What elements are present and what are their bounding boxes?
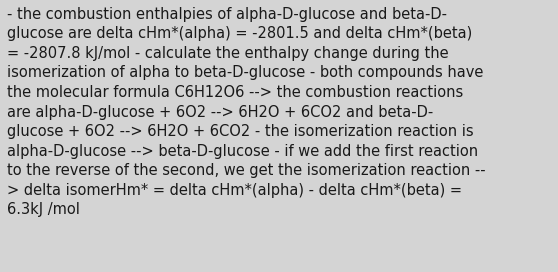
Text: - the combustion enthalpies of alpha-D-glucose and beta-D-
glucose are delta cHm: - the combustion enthalpies of alpha-D-g… [7, 7, 485, 217]
